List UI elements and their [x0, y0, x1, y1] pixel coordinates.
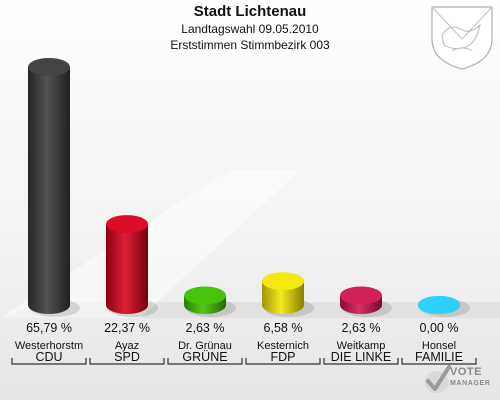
bar-top — [340, 286, 382, 305]
chart-subtitle: Landtagswahl 09.05.2010 — [181, 22, 319, 36]
bar-top — [184, 286, 226, 305]
category-bracket — [89, 358, 165, 365]
category-bracket — [401, 358, 477, 365]
bar-die-linke — [340, 286, 392, 317]
candidate-label: Kesternich — [257, 340, 309, 352]
light-streak — [0, 170, 300, 318]
value-label: 22,37 % — [104, 321, 150, 335]
bar-fdp — [262, 272, 314, 317]
coat-of-arms-icon — [431, 6, 493, 70]
bar-top — [262, 272, 304, 291]
value-label: 2,63 % — [186, 321, 225, 335]
bar-top — [418, 296, 460, 314]
logo-text-manager: MANAGER — [450, 380, 491, 387]
candidate-label: Dr. Grünau — [178, 340, 232, 352]
candidate-label: Westerhorstm — [15, 340, 83, 352]
bar-familie — [418, 296, 470, 317]
bar-top — [28, 58, 70, 76]
category-bracket — [11, 358, 87, 365]
candidate-label: Ayaz — [115, 340, 139, 352]
value-label: 6,58 % — [264, 321, 303, 335]
value-label: 2,63 % — [342, 321, 381, 335]
chart-subtitle-2: Erststimmen Stimmbezirk 003 — [170, 38, 330, 52]
category-bracket — [323, 358, 399, 365]
category-bracket — [245, 358, 321, 365]
bar-body — [106, 224, 148, 314]
category-bracket — [167, 358, 243, 365]
category-label: FAMILIE — [415, 350, 463, 364]
bar-grüne — [184, 286, 236, 317]
category-label: GRÜNE — [182, 350, 227, 364]
candidate-label: Honsel — [422, 340, 456, 352]
category-label: DIE LINKE — [331, 350, 391, 364]
category-label: SPD — [114, 350, 140, 364]
category-label: FDP — [271, 350, 296, 364]
bar-body — [262, 281, 304, 314]
logo-text-vote: VOTE — [450, 366, 482, 378]
bar-cdu — [28, 58, 80, 317]
value-label: 0,00 % — [420, 321, 459, 335]
bar-spd — [106, 215, 158, 317]
bar-body — [28, 67, 70, 314]
vote-manager-logo: VOTE MANAGER — [420, 362, 500, 398]
candidate-label: Weitkamp — [337, 340, 386, 352]
check-mark-icon — [425, 365, 451, 393]
chart-title: Stadt Lichtenau — [193, 3, 307, 20]
category-label: CDU — [35, 350, 62, 364]
value-label: 65,79 % — [26, 321, 72, 335]
bar-top — [106, 215, 148, 234]
